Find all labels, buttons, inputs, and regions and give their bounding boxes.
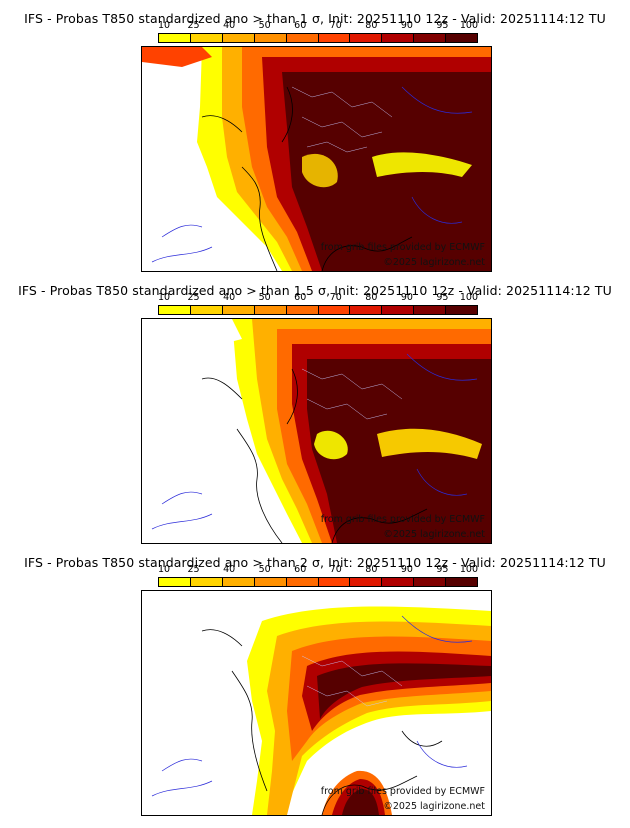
colorbar-segment [254, 578, 287, 586]
copyright-credit: ©2025 lagirizone.net [383, 801, 485, 812]
colorbar-tick-label: 95 [436, 20, 449, 31]
colorbar-segment [286, 306, 319, 314]
colorbar [158, 33, 478, 43]
colorbar-tick-label: 80 [365, 292, 378, 303]
colorbar-segment [190, 306, 223, 314]
map-panel-1: IFS - Probas T850 standardized ano > tha… [0, 0, 630, 276]
colorbar-tick-label: 40 [223, 292, 236, 303]
colorbar-tick-label: 95 [436, 292, 449, 303]
colorbar-segment [382, 306, 415, 314]
colorbar-segment [350, 306, 383, 314]
probability-map[interactable]: from grib files provided by ECMWF ©2025 … [141, 318, 492, 544]
colorbar-segment [254, 306, 287, 314]
copyright-credit: ©2025 lagirizone.net [383, 529, 485, 540]
panel-title: IFS - Probas T850 standardized ano > tha… [24, 11, 606, 26]
colorbar-segment [350, 34, 383, 42]
source-credit: from grib files provided by ECMWF [320, 514, 485, 525]
colorbar-segment [286, 34, 319, 42]
colorbar-segment [222, 578, 255, 586]
colorbar-ticks: 10 25 40 50 60 70 80 90 95 100 [158, 20, 478, 32]
colorbar [158, 305, 478, 315]
colorbar-segment [414, 578, 447, 586]
panel-title: IFS - Probas T850 standardized ano > tha… [24, 555, 606, 570]
colorbar-tick-label: 25 [187, 564, 200, 575]
colorbar-segment [254, 34, 287, 42]
colorbar-segment [159, 578, 191, 586]
map-panel-3: IFS - Probas T850 standardized ano > tha… [0, 544, 630, 820]
colorbar-segment [190, 578, 223, 586]
colorbar [158, 577, 478, 587]
colorbar-tick-label: 10 [158, 20, 171, 31]
colorbar-segment [350, 578, 383, 586]
colorbar-segment [190, 34, 223, 42]
colorbar-tick-label: 50 [258, 564, 271, 575]
colorbar-segment [222, 34, 255, 42]
probability-map[interactable]: from grib files provided by ECMWF ©2025 … [141, 46, 492, 272]
colorbar-tick-label: 60 [294, 292, 307, 303]
colorbar-tick-label: 60 [294, 20, 307, 31]
colorbar-tick-label: 100 [459, 564, 478, 575]
colorbar-tick-label: 50 [258, 20, 271, 31]
colorbar-tick-label: 80 [365, 20, 378, 31]
colorbar-ticks: 10 25 40 50 60 70 80 90 95 100 [158, 564, 478, 576]
probability-map[interactable]: from grib files provided by ECMWF ©2025 … [141, 590, 492, 816]
colorbar-tick-label: 40 [223, 564, 236, 575]
colorbar-segment [318, 578, 351, 586]
colorbar-tick-label: 95 [436, 564, 449, 575]
colorbar-segment [318, 34, 351, 42]
colorbar-tick-label: 25 [187, 20, 200, 31]
colorbar-tick-label: 80 [365, 564, 378, 575]
colorbar-segment [222, 306, 255, 314]
colorbar-ticks: 10 25 40 50 60 70 80 90 95 100 [158, 292, 478, 304]
source-credit: from grib files provided by ECMWF [320, 242, 485, 253]
colorbar-tick-label: 90 [400, 564, 413, 575]
colorbar-segment [446, 34, 478, 42]
colorbar-segment [318, 306, 351, 314]
colorbar-tick-label: 25 [187, 292, 200, 303]
colorbar-tick-label: 10 [158, 292, 171, 303]
copyright-credit: ©2025 lagirizone.net [383, 257, 485, 268]
colorbar-tick-label: 90 [400, 292, 413, 303]
colorbar-tick-label: 70 [329, 564, 342, 575]
colorbar-tick-label: 60 [294, 564, 307, 575]
colorbar-tick-label: 50 [258, 292, 271, 303]
colorbar-tick-label: 70 [329, 20, 342, 31]
colorbar-segment [414, 34, 447, 42]
colorbar-segment [382, 34, 415, 42]
colorbar-segment [286, 578, 319, 586]
colorbar-tick-label: 10 [158, 564, 171, 575]
colorbar-tick-label: 100 [459, 292, 478, 303]
colorbar-segment [446, 578, 478, 586]
colorbar-segment [159, 306, 191, 314]
panel-title: IFS - Probas T850 standardized ano > tha… [18, 283, 612, 298]
colorbar-tick-label: 100 [459, 20, 478, 31]
colorbar-segment [414, 306, 447, 314]
map-panel-2: IFS - Probas T850 standardized ano > tha… [0, 272, 630, 548]
colorbar-segment [446, 306, 478, 314]
colorbar-tick-label: 70 [329, 292, 342, 303]
colorbar-tick-label: 40 [223, 20, 236, 31]
colorbar-segment [159, 34, 191, 42]
colorbar-segment [382, 578, 415, 586]
source-credit: from grib files provided by ECMWF [320, 786, 485, 797]
colorbar-tick-label: 90 [400, 20, 413, 31]
